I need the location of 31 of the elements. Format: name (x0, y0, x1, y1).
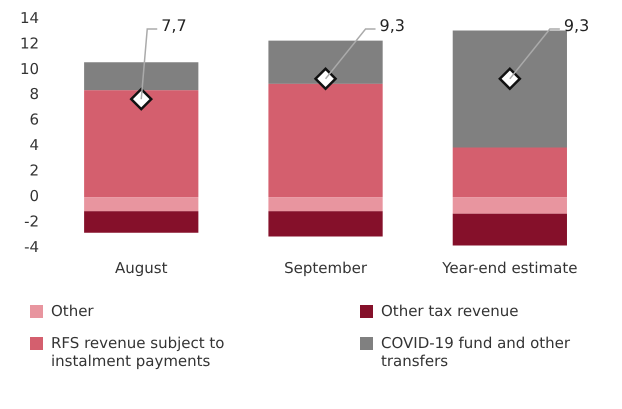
bar (268, 40, 383, 84)
bar (268, 84, 383, 198)
bar (84, 62, 198, 90)
y-tick-label: -4 (24, 238, 40, 256)
y-tick-label: 2 (30, 162, 40, 180)
bar (84, 211, 198, 233)
y-tick-label: 6 (30, 110, 40, 129)
data-label: 9,3 (564, 16, 590, 36)
legend-label: RFS revenue subject to instalment payments (51, 334, 226, 370)
bar (268, 197, 383, 212)
y-tick-label: 4 (30, 136, 40, 154)
y-tick-label: 10 (20, 60, 40, 78)
data-label: 7,7 (161, 16, 187, 36)
x-tick-label: August (114, 258, 168, 277)
bar (452, 214, 567, 246)
bar (452, 197, 567, 214)
y-tick-label: -2 (24, 212, 40, 230)
legend-label: Other (51, 302, 94, 320)
x-tick-label: Year-end estimate (441, 258, 578, 277)
legend-label: COVID-19 fund and other transfers (381, 334, 572, 370)
x-tick-label: September (284, 258, 368, 277)
bar (452, 147, 567, 198)
legend-label: Other tax revenue (381, 302, 518, 320)
y-tick-label: 8 (30, 85, 40, 104)
bar (268, 211, 383, 237)
y-tick-label: 14 (20, 8, 40, 27)
bar (84, 90, 198, 198)
bar (84, 197, 198, 212)
data-label: 9,3 (380, 16, 405, 36)
y-tick-label: 0 (30, 187, 40, 205)
y-tick-label: 12 (20, 34, 40, 52)
